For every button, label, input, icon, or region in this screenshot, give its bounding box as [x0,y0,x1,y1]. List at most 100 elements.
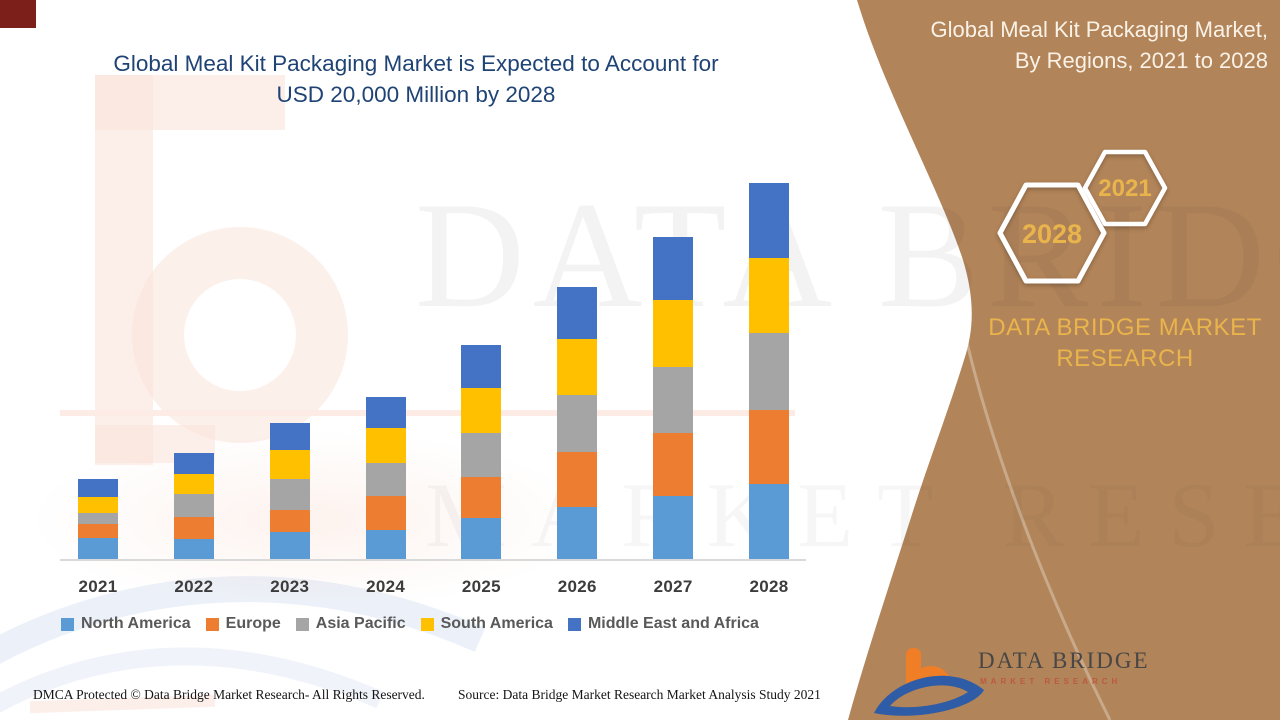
bar-2025 [461,344,502,560]
corner-tag [0,0,36,28]
bar-segment [365,463,406,496]
bar-segment [749,409,790,484]
hexagon-2028-label: 2028 [1021,219,1083,249]
bar-segment [173,453,214,474]
bar-segment [557,506,598,560]
x-axis-line [60,559,806,561]
chart-title-line1: Global Meal Kit Packaging Market is Expe… [113,51,719,76]
x-axis-label: 2027 [653,577,693,596]
bar-segment [173,517,214,539]
sidebar-brand-line1: DATA BRIDGE MARKET [988,314,1262,341]
sidebar-title-line1: Global Meal Kit Packaging Market, [930,17,1269,42]
bar-segment [173,494,214,518]
bar-segment [269,479,310,511]
bar-segment [749,258,790,334]
bar-2026 [557,287,598,560]
bar-segment [653,300,694,367]
bar-2023 [269,422,310,560]
bar-segment [557,395,598,452]
footer-source-text: Source: Data Bridge Market Research Mark… [458,687,821,702]
sidebar-accent-arc [953,284,1112,720]
bar-segment [78,496,118,513]
legend-item: North America [61,615,191,633]
bar-segment [78,538,118,560]
bar-segment [653,366,694,434]
bar-2027 [653,237,694,560]
bar-segment [365,495,406,531]
bar-segment [557,287,598,340]
bar-segment [269,422,310,450]
hexagon-2028 [997,182,1107,284]
bar-segment [173,473,214,495]
chart-title: Global Meal Kit Packaging Market is Expe… [80,48,752,110]
bar-segment [269,510,310,533]
legend-label: Middle East and Africa [587,615,759,632]
chart-title-line2: USD 20,000 Million by 2028 [276,82,556,107]
watermark-b-topbar [95,75,285,130]
bar-segment [365,530,406,560]
watermark-b-stem [95,75,153,465]
legend-item: Middle East and Africa [567,615,759,633]
sidebar-title-line2: By Regions, 2021 to 2028 [1014,48,1268,73]
bar-segment [461,344,502,389]
x-axis-label: 2028 [749,577,789,596]
hexagon-2021-label: 2021 [1098,175,1152,202]
bar-segment [749,333,790,410]
sidebar-brand-text: DATA BRIDGE MARKET RESEARCH [975,312,1275,374]
bar-segment [749,483,790,560]
bar-segment [653,495,694,560]
bar-2021 [78,479,118,560]
bar-segment [461,433,502,477]
legend-swatch [567,617,581,631]
bar-2024 [365,396,406,560]
watermark-pink-line [60,410,795,416]
footer-dmca-text: DMCA Protected © Data Bridge Market Rese… [33,687,425,702]
legend-item: South America [420,615,553,633]
bar-segment [557,451,598,507]
bar-segment [78,512,118,525]
bar-segment [78,524,118,539]
legend-label: South America [440,615,553,632]
sidebar-brand-line2: RESEARCH [1056,345,1194,372]
legend-swatch [205,617,219,631]
bar-segment [365,396,406,428]
legend-item: Asia Pacific [295,615,406,633]
bar-segment [653,237,694,301]
logo-tagline: MARKET RESEARCH [980,677,1122,686]
x-axis-label: 2026 [557,577,597,596]
x-axis-label: 2023 [270,577,310,596]
bar-2022 [173,453,214,560]
legend-label: North America [81,615,191,632]
bar-segment [557,339,598,396]
x-axis-label: 2021 [78,577,118,596]
sidebar-title: Global Meal Kit Packaging Market, By Reg… [848,14,1269,76]
legend-item: Europe [205,615,281,633]
legend-swatch [420,617,434,631]
bar-segment [269,532,310,560]
x-axis-label: 2025 [461,577,501,596]
logo-wordmark: DATA BRIDGE [978,648,1150,673]
bar-segment [173,538,214,560]
bar-segment [653,433,694,496]
bar-segment [365,427,406,464]
legend-label: Europe [225,615,281,632]
x-axis-label: 2024 [366,577,406,596]
bar-segment [749,183,790,259]
bar-segment [461,517,502,560]
bar-segment [461,476,502,518]
x-axis-label: 2022 [174,577,214,596]
bar-2028 [749,183,790,560]
legend-label: Asia Pacific [315,615,406,632]
bar-segment [269,449,310,480]
legend-swatch [61,617,74,631]
legend-swatch [295,617,309,631]
hexagon-2021 [1082,149,1168,227]
chart-legend: North America Europe Asia Pacific South Ame… [61,615,759,633]
bar-segment [461,388,502,434]
